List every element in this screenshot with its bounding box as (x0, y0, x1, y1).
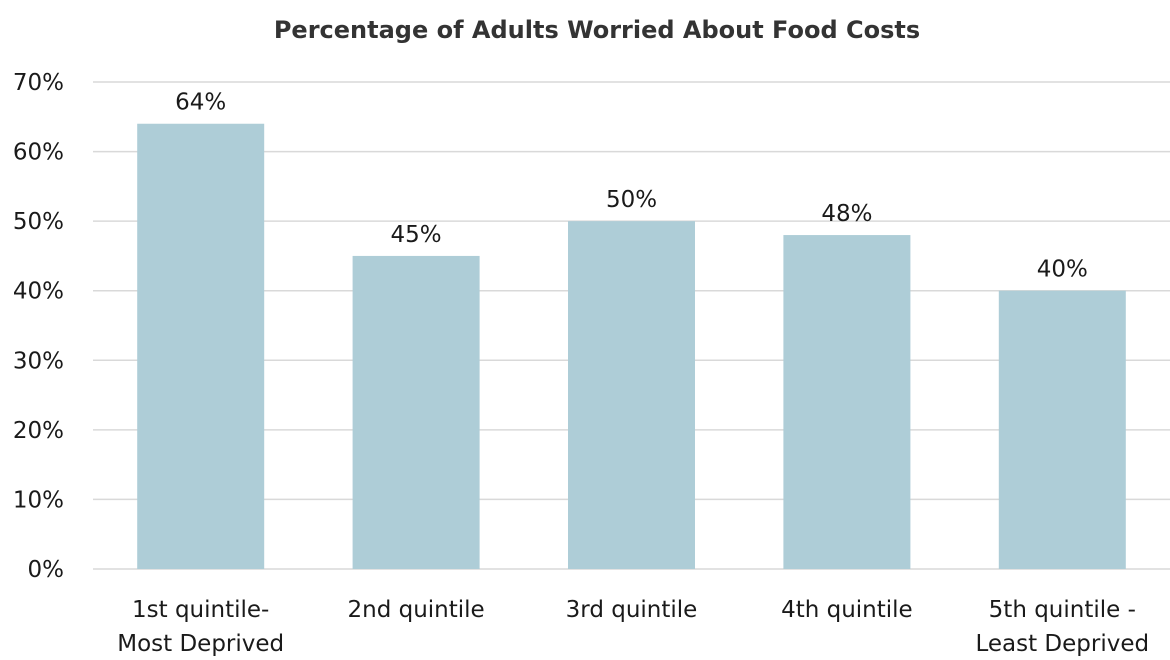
bar (352, 255, 480, 569)
chart-title: Percentage of Adults Worried About Food … (274, 16, 920, 44)
data-label: 50% (606, 187, 657, 213)
y-tick-label: 70% (13, 70, 64, 96)
data-label: 45% (391, 222, 442, 248)
y-tick-label: 10% (13, 487, 64, 513)
y-tick-label: 50% (13, 209, 64, 235)
x-category-label: 1st quintile-Most Deprived (117, 597, 284, 657)
y-tick-label: 60% (13, 140, 64, 166)
bar (137, 123, 265, 569)
y-tick-label: 0% (28, 557, 65, 583)
data-label: 48% (821, 201, 872, 227)
data-label: 64% (175, 90, 226, 116)
y-tick-label: 20% (13, 418, 64, 444)
x-category-label: 2nd quintile (347, 597, 484, 623)
y-tick-label: 30% (13, 348, 64, 374)
x-axis-categories: 1st quintile-Most Deprived 2nd quintile 3r… (117, 597, 1149, 657)
bar (783, 235, 911, 570)
x-category-label: 5th quintile -Least Deprived (975, 597, 1149, 657)
y-axis-ticks: 0% 10% 20% 30% 40% 50% 60% 70% (13, 70, 64, 583)
bar (998, 290, 1126, 569)
data-labels: 64% 45% 50% 48% 40% (175, 90, 1088, 283)
bars (137, 123, 1126, 570)
y-tick-label: 40% (13, 279, 64, 305)
bar (568, 221, 695, 569)
x-category-label: 3rd quintile (566, 597, 698, 623)
x-category-label: 4th quintile (781, 597, 913, 623)
data-label: 40% (1037, 257, 1088, 283)
